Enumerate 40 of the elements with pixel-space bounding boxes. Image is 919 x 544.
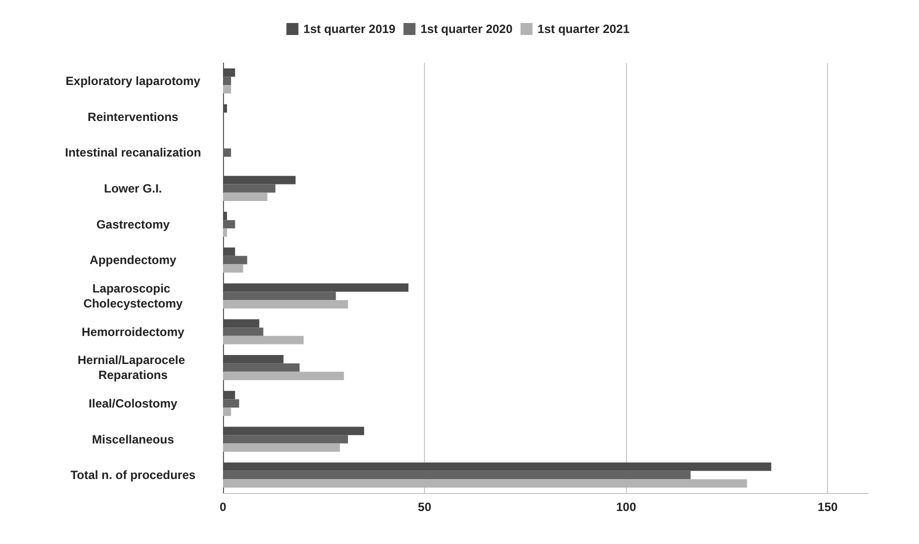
- bar: [223, 408, 232, 416]
- bar: [223, 228, 228, 237]
- bar: [223, 264, 244, 273]
- y-tick-label: Gastrectomy: [96, 217, 170, 232]
- y-tick-label: Appendectomy: [90, 253, 177, 268]
- x-tick-label: 0: [220, 500, 227, 514]
- bar: [223, 443, 340, 452]
- y-tick-label: Ileal/Colostomy: [88, 396, 178, 410]
- bar: [223, 328, 264, 336]
- y-tick-label: Exploratory laparotomy: [66, 74, 201, 88]
- bar: [223, 300, 348, 308]
- bar: [223, 399, 240, 408]
- y-tick-label: Reinterventions: [88, 110, 179, 124]
- y-tick-label: Intestinal recanalization: [64, 146, 202, 160]
- y-tick-label: Lower G.I.: [104, 181, 162, 196]
- x-tick-label: 50: [418, 500, 432, 514]
- bar: [223, 372, 344, 380]
- legend-label: 1st quarter 2020: [420, 22, 513, 36]
- x-tick-label: 150: [818, 500, 838, 514]
- bar: [223, 76, 232, 86]
- y-tick-label: Laparoscopic Cholecystectomy: [83, 281, 184, 310]
- bar: [223, 435, 348, 444]
- bar: [223, 363, 300, 372]
- bar: [223, 148, 232, 157]
- bar: [223, 336, 304, 344]
- bar: [223, 292, 336, 300]
- y-tick-label: Total n. of procedures: [70, 468, 196, 482]
- bar: [223, 184, 276, 193]
- legend-label: 1st quarter 2021: [538, 22, 630, 36]
- bar: [223, 220, 236, 228]
- x-tick-label: 100: [616, 500, 636, 514]
- bar: [223, 256, 248, 264]
- y-tick-label: Hernial/Laparocele Reparations: [78, 353, 188, 382]
- bar: [223, 192, 268, 201]
- legend-label: 1st quarter 2019: [303, 22, 396, 36]
- y-tick-label: Miscellaneous: [92, 432, 174, 446]
- bar: [223, 479, 748, 488]
- y-tick-label: Hemorroidectomy: [82, 324, 185, 339]
- bar: [223, 470, 691, 480]
- bar: [223, 85, 232, 94]
